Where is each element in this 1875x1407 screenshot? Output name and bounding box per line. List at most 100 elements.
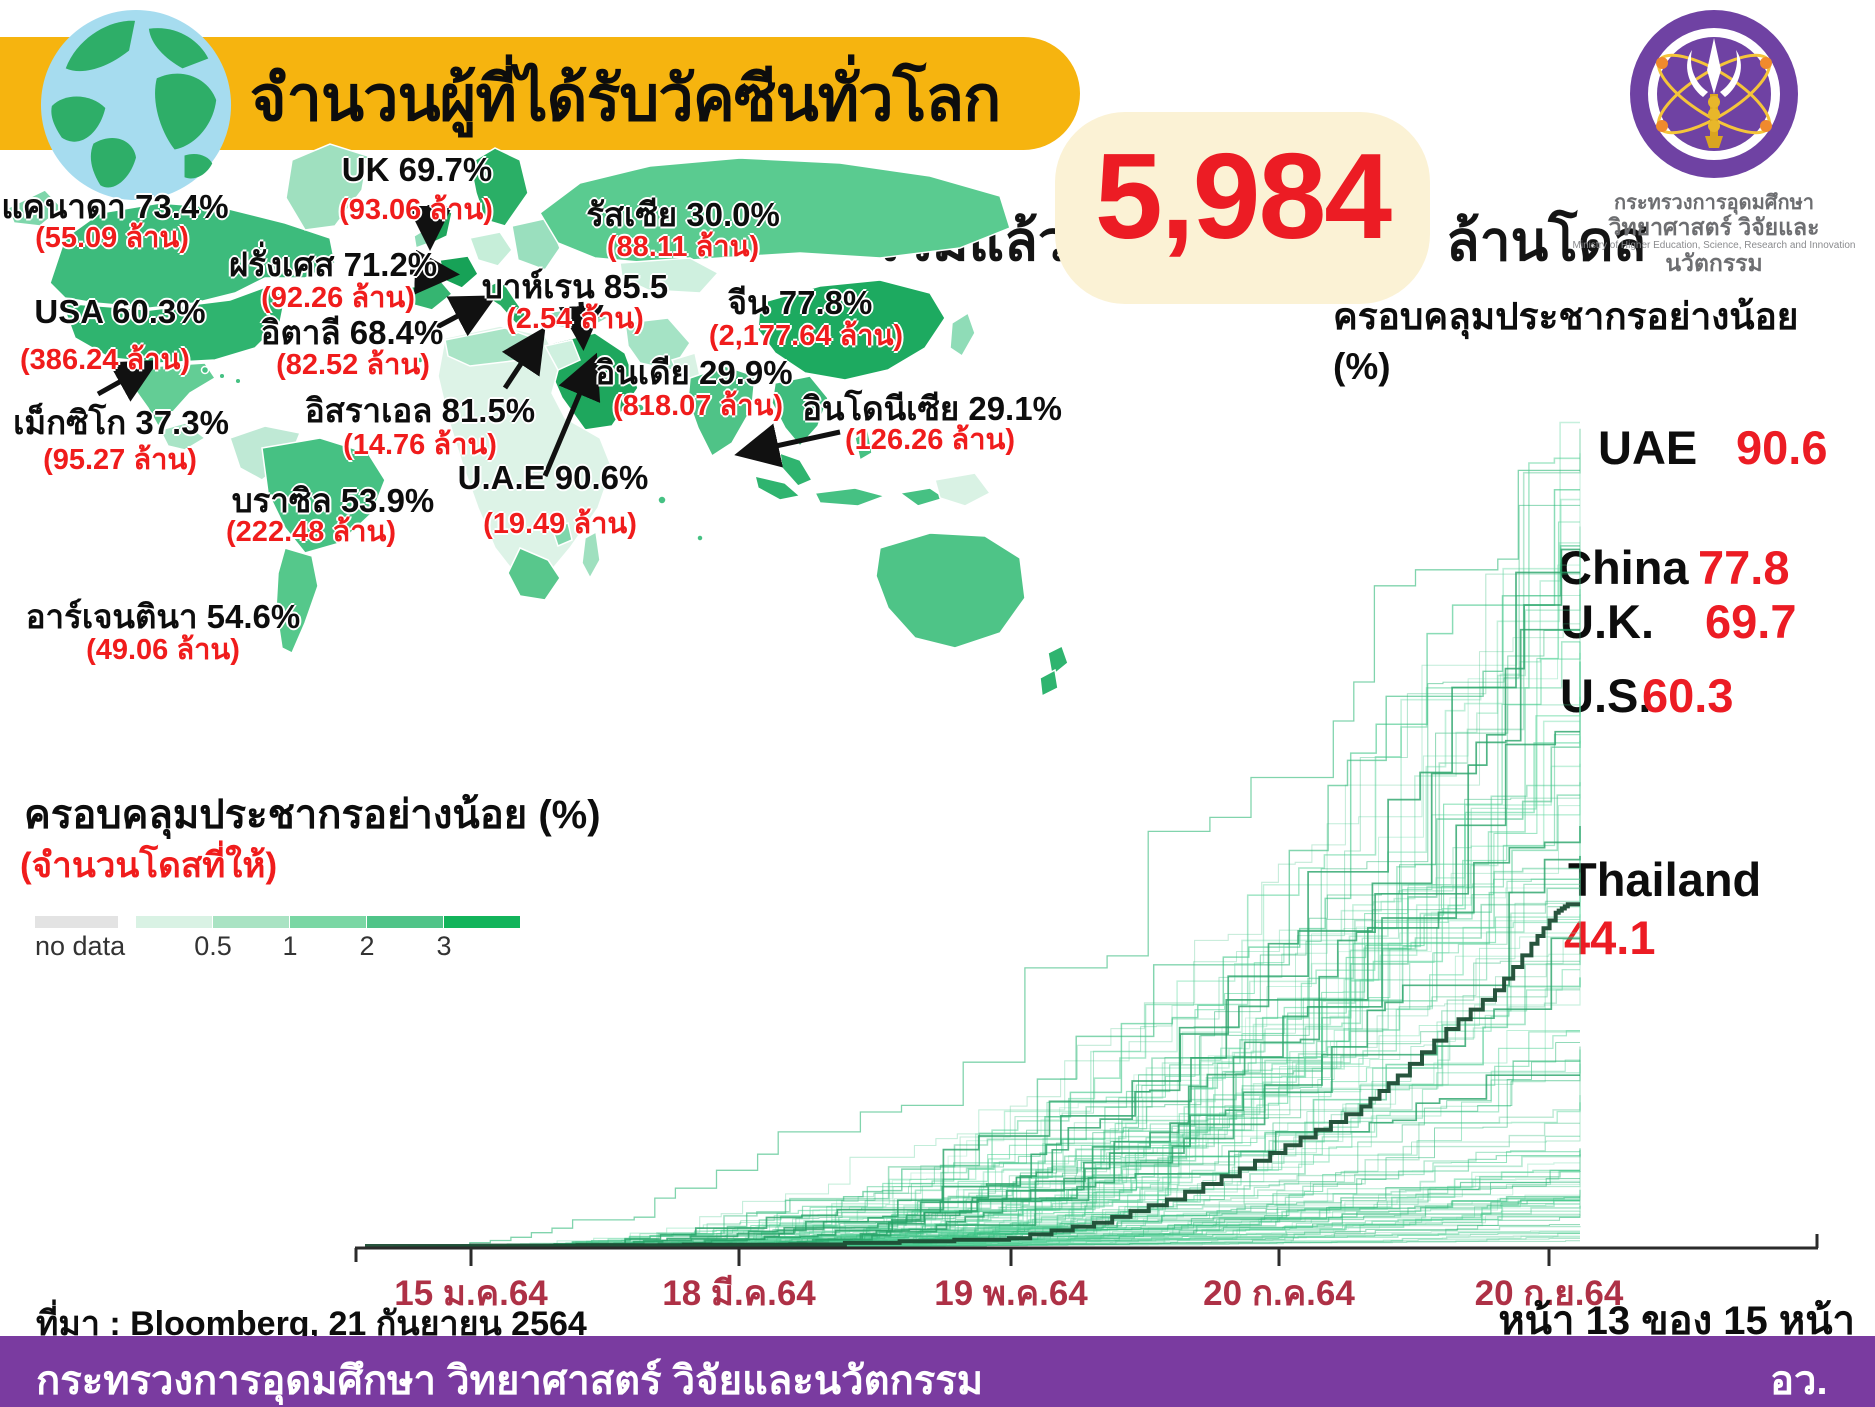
map-country-doses: (82.52 ล้าน) <box>276 349 430 381</box>
map-country-label: USA 60.3% <box>34 293 206 330</box>
arrow-indonesia <box>734 423 841 468</box>
map-region-east-europe <box>511 217 561 271</box>
chart-line <box>526 887 1580 1247</box>
legend-tick-label: 2 <box>359 931 375 961</box>
map-country-doses: (386.24 ล้าน) <box>20 344 190 376</box>
map-country-doses: (88.11 ล้าน) <box>606 231 760 263</box>
legend-swatch <box>444 916 520 928</box>
arrow-israel <box>501 326 546 390</box>
ministry-name-th-1: กระทรวงการอุดมศึกษา <box>1614 192 1814 214</box>
chart-line <box>726 969 1580 1247</box>
map-region-zimbabwe <box>551 522 573 548</box>
map-country-label: แคนาดา 73.4% <box>1 188 229 225</box>
legend-tick-label: 0.5 <box>194 931 232 961</box>
map-region-south-africa <box>507 547 561 601</box>
map-country-label: อิสราเอล 81.5% <box>304 392 536 429</box>
ministry-name-en: Ministry of Higher Education, Science, R… <box>1572 240 1856 251</box>
coverage-line-chart <box>354 421 1819 1266</box>
x-axis-date: 18 มี.ค.64 <box>662 1274 816 1313</box>
chart-line <box>728 1240 1580 1247</box>
chart-line <box>707 1225 1581 1247</box>
map-country-doses: (93.06 ล้าน) <box>339 194 493 226</box>
map-country-doses: (14.76 ล้าน) <box>343 429 497 461</box>
legend-tick-label: 3 <box>436 931 452 961</box>
total-suffix: ล้านโดส <box>1446 210 1648 272</box>
chart-line <box>408 469 1580 1247</box>
map-region-sumatra <box>753 474 802 501</box>
chart-line <box>743 1236 1580 1247</box>
x-axis-date: 15 ม.ค.64 <box>394 1274 548 1313</box>
panel-country-value: 60.3 <box>1642 669 1734 722</box>
map-country-label: อิตาลี 68.4% <box>260 314 444 351</box>
chart-line <box>748 1199 1580 1247</box>
map-country-doses: (55.09 ล้าน) <box>35 222 189 254</box>
map-country-label: บราซิล 53.9% <box>231 482 435 519</box>
map-region-china <box>757 279 946 381</box>
map-country-doses: (2,177.64 ล้าน) <box>708 320 904 352</box>
chart-line <box>642 1151 1580 1247</box>
page-title: จำนวนผู้ที่ได้รับวัคซีนทั่วโลก <box>249 64 1002 134</box>
map-region-philippines <box>854 428 873 462</box>
map-region-brazil <box>261 437 386 554</box>
world-choropleth-map <box>7 143 1069 698</box>
map-region-greenland <box>285 143 369 231</box>
map-country-doses: (222.48 ล้าน) <box>226 516 396 548</box>
map-region-nz-south <box>1039 668 1059 698</box>
map-region-scandinavia <box>469 147 529 227</box>
map-region-australia <box>875 532 1026 649</box>
chart-line <box>744 696 1581 1247</box>
x-axis-date: 19 พ.ค.64 <box>934 1274 1088 1313</box>
thailand-label: Thailand <box>1568 853 1762 906</box>
panel-country-value: 77.8 <box>1698 541 1790 594</box>
arrow-mexico <box>96 360 159 402</box>
map-region-india <box>687 365 756 458</box>
map-region-alaska <box>7 189 64 227</box>
map-country-doses: (818.07 ล้าน) <box>613 390 783 422</box>
legend-swatch <box>136 916 212 928</box>
ministry-logo <box>1630 10 1798 178</box>
chart-line <box>761 1211 1581 1247</box>
map-country-doses: (92.26 ล้าน) <box>261 282 415 314</box>
legend-swatch <box>290 916 366 928</box>
map-region-png <box>934 472 992 507</box>
panel-country-value: 90.6 <box>1736 421 1828 474</box>
panel-country-name: U.K. <box>1560 595 1654 648</box>
ministry-name-th-2: วิทยาศาสตร์ วิจัยและนวัตกรรม <box>1608 214 1820 276</box>
chart-line <box>650 887 1580 1247</box>
map-region-japan <box>949 311 976 358</box>
arrow-france <box>409 249 460 295</box>
map-legend-title: ครอบคลุมประชากรอย่างน้อย (%) <box>24 793 601 837</box>
legend-tick-label: 1 <box>282 931 298 961</box>
legend-swatch <box>367 916 443 928</box>
map-region-central-america <box>158 422 207 451</box>
map-country-label: จีน 77.8% <box>727 284 873 321</box>
chart-panel-title: ครอบคลุมประชากรอย่างน้อย (%) <box>1333 296 1799 387</box>
chart-line <box>763 733 1580 1247</box>
map-country-doses: (2.54 ล้าน) <box>506 303 644 335</box>
chart-line <box>697 521 1580 1247</box>
map-region-canada <box>49 202 336 309</box>
globe-icon <box>40 9 232 201</box>
legend-swatch <box>35 916 118 928</box>
page-number: หน้า 13 ของ 15 หน้า <box>1498 1299 1855 1343</box>
footer-bar <box>0 1336 1875 1407</box>
footer-abbr: อว. <box>1770 1359 1828 1403</box>
arrow-bahrain <box>558 301 604 351</box>
map-region-iran <box>624 317 691 371</box>
arrow-italy <box>435 295 497 337</box>
chart-line <box>571 628 1580 1247</box>
chart-line <box>742 504 1580 1247</box>
legend-swatch <box>213 916 289 928</box>
total-highlight-box <box>1055 112 1430 304</box>
map-country-doses: (95.27 ล้าน) <box>43 444 197 476</box>
x-axis-date: 20 ก.ค.64 <box>1203 1274 1355 1313</box>
map-country-label: อาร์เจนตินา 54.6% <box>25 598 301 635</box>
map-region-indochina <box>771 375 829 448</box>
map-country-label: บาห์เรน 85.5 <box>481 268 669 305</box>
chart-line <box>365 902 1580 1248</box>
map-country-label: ฝรั่งเศส 71.2% <box>228 246 438 283</box>
map-country-doses: (19.49 ล้าน) <box>483 508 637 540</box>
map-region-java <box>813 487 888 507</box>
map-country-label: อินเดีย 29.9% <box>595 354 793 391</box>
